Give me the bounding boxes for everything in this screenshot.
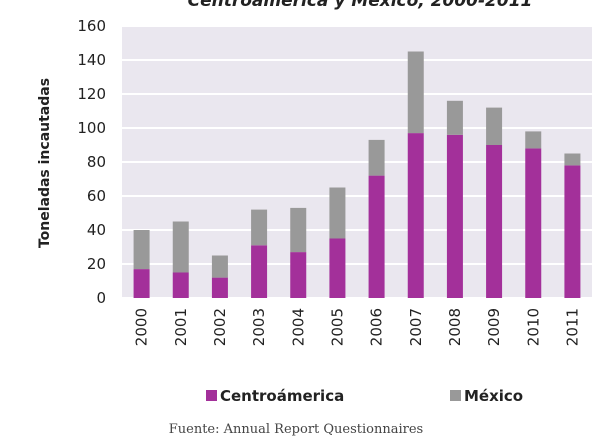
bar-mexico-2010 <box>525 131 542 149</box>
bar-centroamerica-2006 <box>368 175 385 298</box>
legend: Centroámerica México <box>206 387 523 405</box>
bar-mexico-2008 <box>446 100 463 135</box>
bar-centroamerica-2008 <box>446 134 463 298</box>
x-tick-label: 2011 <box>563 308 581 346</box>
bar-centroamerica-2003 <box>251 245 268 298</box>
bar-mexico-2002 <box>211 255 228 278</box>
y-tick-label: 100 <box>77 119 106 137</box>
bar-centroamerica-2000 <box>133 269 150 298</box>
bar-centroamerica-2004 <box>290 252 307 298</box>
bar-mexico-2001 <box>172 221 189 273</box>
x-tick-label: 2003 <box>250 308 268 346</box>
y-tick-label: 20 <box>87 255 106 273</box>
x-tick-label: 2001 <box>172 308 190 346</box>
bar-centroamerica-2002 <box>211 277 228 298</box>
y-tick-label: 160 <box>77 17 106 35</box>
x-tick-label: 2010 <box>524 308 542 346</box>
y-tick-label: 80 <box>87 153 106 171</box>
legend-label: México <box>464 387 523 405</box>
source-note: Fuente: Annual Report Questionnaires <box>169 422 423 437</box>
x-tick-label: 2007 <box>407 308 425 346</box>
x-tick-label: 2004 <box>289 308 307 346</box>
bar-centroamerica-2011 <box>564 165 581 298</box>
legend-swatch <box>450 390 461 401</box>
y-tick-label: 120 <box>77 85 106 103</box>
x-axis-ticks: 2000 2001 2002 2003 2004 2005 2006 2007 2008 2009… <box>133 308 582 346</box>
bar-mexico-2006 <box>368 139 385 176</box>
legend-label: Centroámerica <box>220 387 344 405</box>
bar-centroamerica-2010 <box>525 148 542 298</box>
grid-lines <box>122 25 592 299</box>
y-tick-label: 60 <box>87 187 106 205</box>
y-axis-label: Toneladas incautadas <box>37 78 53 248</box>
bar-mexico-2009 <box>486 107 503 145</box>
x-tick-label: 2000 <box>133 308 151 346</box>
bar-mexico-2011 <box>564 153 581 166</box>
y-axis-ticks: 0 20 40 60 80 100 120 140 160 <box>77 17 106 307</box>
y-tick-label: 140 <box>77 51 106 69</box>
bar-centroamerica-2005 <box>329 238 346 298</box>
bar-mexico-2003 <box>251 209 268 246</box>
bars <box>133 51 581 298</box>
x-tick-label: 2005 <box>328 308 346 346</box>
bar-centroamerica-2009 <box>486 145 503 298</box>
bar-centroamerica-2001 <box>172 272 189 298</box>
x-tick-label: 2008 <box>446 308 464 346</box>
bar-mexico-2000 <box>133 230 150 270</box>
bar-centroamerica-2007 <box>407 133 424 298</box>
y-tick-label: 40 <box>87 221 106 239</box>
x-tick-label: 2009 <box>485 308 503 346</box>
x-tick-label: 2006 <box>368 308 386 346</box>
bar-mexico-2004 <box>290 207 307 253</box>
y-tick-label: 0 <box>96 289 106 307</box>
bar-mexico-2007 <box>407 51 424 134</box>
legend-swatch <box>206 390 217 401</box>
x-tick-label: 2002 <box>211 308 229 346</box>
bar-mexico-2005 <box>329 187 346 239</box>
chart-title: Centroamérica y México, 2000-2011 <box>188 0 533 11</box>
